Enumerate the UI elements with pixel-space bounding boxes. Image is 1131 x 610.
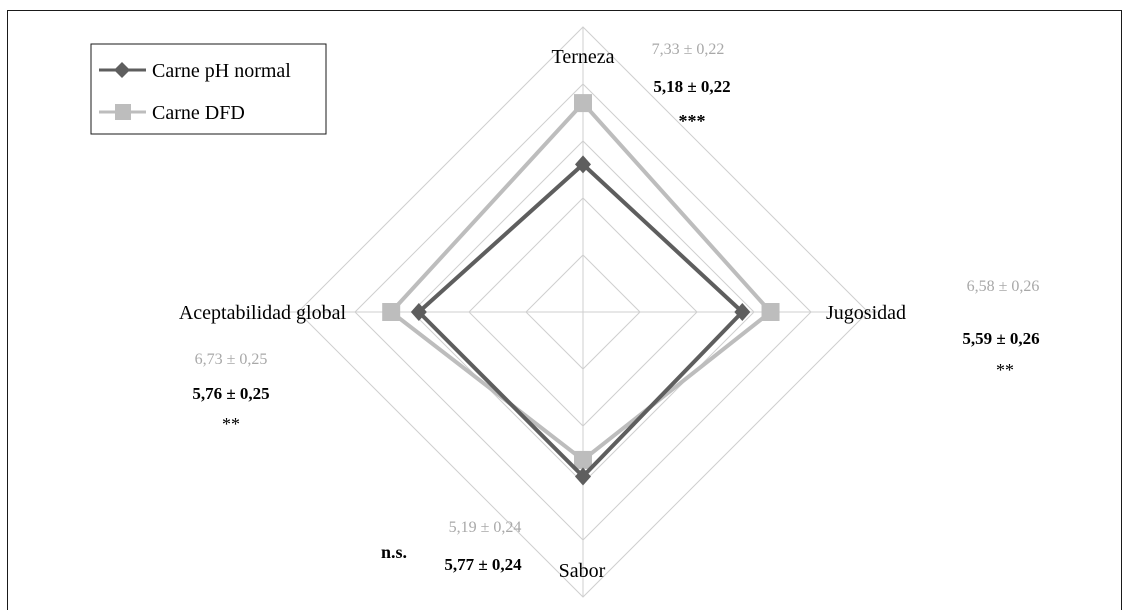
annotation-normal-jugosidad: 5,59 ± 0,26 xyxy=(962,329,1039,348)
annotation-dfd-terneza: 7,33 ± 0,22 xyxy=(652,41,725,58)
point-dfd-sabor xyxy=(574,450,592,469)
annotation-signif-aceptabilidad: ** xyxy=(222,414,240,434)
annotation-normal-aceptabilidad: 5,76 ± 0,25 xyxy=(192,384,269,403)
legend: Carne pH normal Carne DFD xyxy=(90,43,327,135)
point-normal-terneza xyxy=(575,155,591,174)
radar-spokes xyxy=(288,27,878,597)
chart-frame xyxy=(7,10,1122,610)
legend-item-normal: Carne pH normal xyxy=(99,60,291,82)
point-normal-sabor xyxy=(575,467,591,486)
annotation-signif-sabor: n.s. xyxy=(381,542,407,562)
axis-label-jugosidad: Jugosidad xyxy=(826,302,906,324)
annotation-dfd-aceptabilidad: 6,73 ± 0,25 xyxy=(195,351,268,368)
point-dfd-jugosidad xyxy=(761,303,780,321)
annotation-signif-jugosidad: ** xyxy=(996,360,1014,380)
legend-label-normal: Carne pH normal xyxy=(152,60,291,82)
radar-series xyxy=(382,94,780,486)
point-dfd-terneza xyxy=(574,94,592,113)
axis-label-sabor: Sabor xyxy=(559,560,606,582)
annotation-normal-sabor: 5,77 ± 0,24 xyxy=(444,555,522,574)
annotation-dfd-sabor: 5,19 ± 0,24 xyxy=(449,519,522,536)
legend-swatch-marker-normal xyxy=(114,62,130,78)
series-dfd xyxy=(382,94,780,469)
point-dfd-aceptabilidad xyxy=(382,303,401,321)
legend-item-dfd: Carne DFD xyxy=(99,102,245,124)
series-normal xyxy=(410,155,751,486)
axis-label-terneza: Terneza xyxy=(552,46,615,68)
point-normal-jugosidad xyxy=(734,303,751,321)
legend-label-dfd: Carne DFD xyxy=(152,102,245,124)
legend-swatch-marker-dfd xyxy=(115,104,131,120)
axis-label-aceptabilidad-global: Aceptabilidad global xyxy=(179,302,347,324)
series-line-dfd xyxy=(388,100,774,463)
annotation-dfd-jugosidad: 6,58 ± 0,26 xyxy=(967,278,1040,295)
annotation-signif-terneza: *** xyxy=(679,111,706,131)
annotation-normal-terneza: 5,18 ± 0,22 xyxy=(653,77,730,96)
point-normal-aceptabilidad xyxy=(410,303,427,321)
